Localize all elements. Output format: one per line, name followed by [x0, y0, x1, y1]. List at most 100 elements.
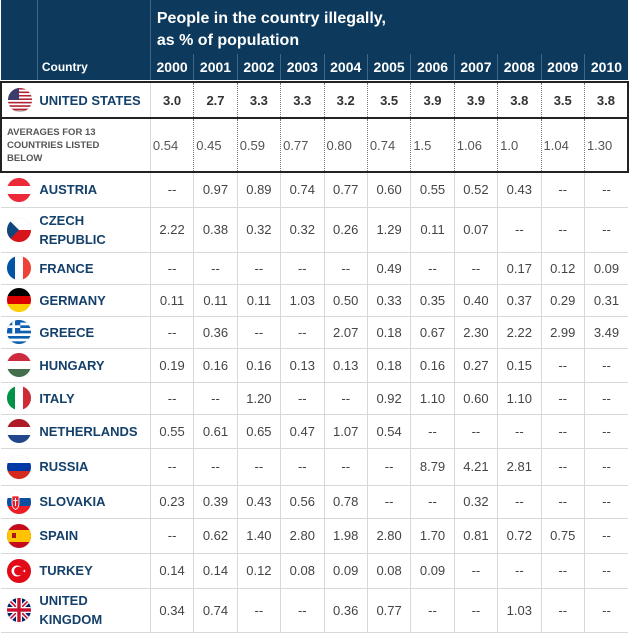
- year-header-2005: 2005: [367, 54, 412, 80]
- hungary-flag-icon-graphic: [7, 353, 32, 377]
- value-cell-2000: --: [150, 448, 195, 486]
- country-name-line-1: AUSTRIA: [39, 182, 98, 198]
- value-cell-2002: 1.20: [237, 382, 282, 415]
- value-cell-2002: 0.43: [237, 485, 282, 519]
- value-cell-2006: 0.35: [410, 284, 455, 317]
- year-header-2007: 2007: [454, 54, 499, 80]
- table-row: HUNGARY 0.19 0.16 0.16 0.13 0.13 0.18 0.16 0.27 0…: [1, 348, 628, 383]
- value-cell-2006: 0.16: [410, 348, 455, 383]
- flag-cell: [1, 414, 38, 449]
- value-cell-2009: --: [541, 448, 585, 486]
- year-header-2004: 2004: [324, 54, 368, 80]
- table-row: NETHERLANDS 0.55 0.61 0.65 0.47 1.07 0.54 -- -- -…: [1, 414, 628, 449]
- value-cell-2008: 2.81: [497, 448, 542, 486]
- value-cell-2001: 0.39: [193, 485, 238, 519]
- value-cell-2006: 1.5: [410, 118, 455, 173]
- value-cell-2005: 0.77: [367, 588, 412, 633]
- country-name: FRANCE: [37, 252, 151, 285]
- value-cell-2000: 0.54: [150, 118, 195, 173]
- value-cell-2007: --: [454, 553, 499, 589]
- netherlands-flag-icon-graphic: [7, 419, 32, 443]
- value-cell-2004: 3.2: [324, 81, 368, 119]
- spain-flag-icon-graphic: [7, 523, 32, 548]
- value-cell-2009: --: [541, 348, 585, 383]
- country-name-line-1: RUSSIA: [39, 459, 89, 474]
- year-header-2003: 2003: [280, 54, 325, 80]
- country-name: CZECH REPUBLIC: [37, 207, 151, 253]
- value-cell-2000: 0.19: [150, 348, 195, 383]
- country-column-header: Country: [37, 0, 151, 80]
- value-cell-2003: 1.03: [280, 284, 325, 317]
- value-cell-2007: 0.27: [454, 348, 499, 383]
- table-row: CZECH REPUBLIC 2.22 0.38 0.32 0.32 0.26 1.29 0.1…: [1, 207, 628, 253]
- country-name: HUNGARY: [37, 348, 151, 383]
- value-cell-2005: 0.60: [367, 172, 412, 208]
- table-row: ITALY -- -- 1.20 -- -- 0.92 1.10 0.60 1.10 -- --: [1, 382, 628, 415]
- value-cell-2006: 0.67: [410, 316, 455, 349]
- value-cell-2004: 0.26: [324, 207, 368, 253]
- austria-flag-icon-graphic: [7, 177, 32, 202]
- year-header-2008: 2008: [497, 54, 542, 80]
- flag-cell: [0, 81, 38, 119]
- value-cell-2010: --: [584, 448, 628, 486]
- flag-cell: [1, 207, 38, 253]
- country-name-line-1: GREECE: [39, 324, 95, 340]
- value-cell-2002: 0.32: [237, 207, 282, 253]
- value-cell-2000: --: [150, 316, 195, 349]
- turkey-flag-icon: [7, 558, 32, 583]
- value-cell-2008: 1.10: [497, 382, 542, 415]
- country-name: RUSSIA: [37, 448, 151, 486]
- value-cell-2001: 0.14: [193, 553, 238, 589]
- value-cell-2004: 2.07: [324, 316, 368, 349]
- flag-cell: [1, 348, 38, 383]
- flag-cell: [1, 448, 38, 486]
- value-cell-2001: --: [193, 252, 238, 285]
- value-cell-2002: 0.59: [237, 118, 282, 173]
- value-cell-2009: --: [541, 382, 585, 415]
- value-cell-2003: 3.3: [280, 81, 325, 119]
- value-cell-2003: --: [280, 252, 325, 285]
- czech-flag-icon: [7, 217, 32, 242]
- country-name: GERMANY: [37, 284, 151, 317]
- value-cell-2003: 0.08: [280, 553, 325, 589]
- value-cell-2008: --: [497, 553, 542, 589]
- value-cell-2004: --: [324, 448, 368, 486]
- value-cell-2005: 3.5: [367, 81, 412, 119]
- value-cell-2001: 2.7: [193, 81, 238, 119]
- value-cell-2004: --: [324, 252, 368, 285]
- table-row: GREECE -- 0.36 -- -- 2.07 0.18 0.67 2.30 2.22 2.99…: [1, 316, 628, 349]
- value-cell-2010: --: [584, 588, 628, 633]
- title-line-1: People in the country illegally,: [156, 10, 386, 27]
- value-cell-2007: 0.81: [454, 518, 499, 554]
- value-cell-2004: 0.80: [324, 118, 368, 173]
- value-cell-2004: 0.50: [324, 284, 368, 317]
- country-name-line-1: TURKEY: [39, 563, 93, 578]
- value-cell-2010: --: [584, 382, 628, 415]
- value-cell-2004: 0.78: [324, 485, 368, 519]
- value-cell-2000: --: [150, 382, 195, 415]
- year-header-2001: 2001: [193, 54, 238, 80]
- averages-label-label-line3: BELOW: [7, 152, 43, 164]
- value-cell-2010: --: [584, 348, 628, 383]
- value-cell-2006: 1.10: [410, 382, 455, 415]
- value-cell-2005: 0.74: [367, 118, 412, 173]
- austria-flag-icon: [7, 177, 32, 202]
- value-cell-2009: 0.75: [541, 518, 585, 554]
- country-name: ITALY: [37, 382, 151, 415]
- hungary-flag-icon: [7, 353, 32, 377]
- value-cell-2003: --: [280, 382, 325, 415]
- value-cell-2001: 0.11: [193, 284, 238, 317]
- value-cell-2005: 0.92: [367, 382, 412, 415]
- value-cell-2002: 0.11: [237, 284, 282, 317]
- table-row: UNITED KINGDOM 0.34 0.74 -- -- 0.36 0.77 -- -- 1.0…: [1, 588, 628, 633]
- greece-flag-icon-graphic: [7, 320, 32, 344]
- flag-cell: [1, 382, 38, 415]
- value-cell-2009: --: [541, 414, 585, 449]
- value-cell-2001: 0.61: [193, 414, 238, 449]
- value-cell-2000: 0.11: [150, 284, 195, 317]
- country-name-line-1: HUNGARY: [39, 357, 105, 373]
- country-name: UNITED STATES: [37, 81, 151, 119]
- value-cell-2008: 2.22: [497, 316, 542, 349]
- flag-cell: [1, 588, 38, 633]
- country-name: SLOVAKIA: [37, 485, 151, 519]
